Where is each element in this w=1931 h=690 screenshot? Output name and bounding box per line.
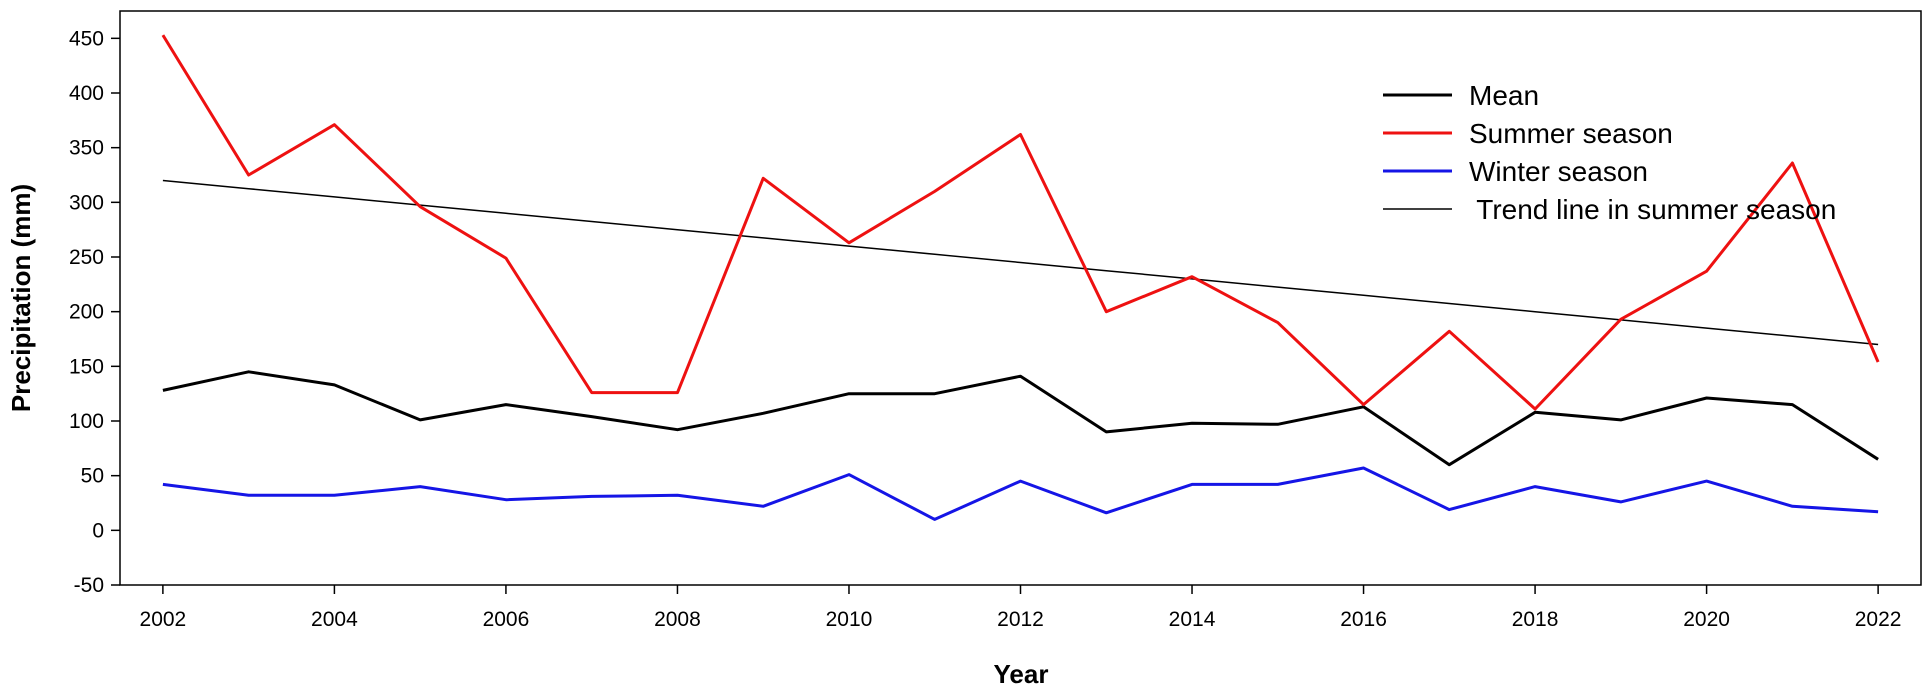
x-tick-label: 2010 [826,608,873,631]
y-tick-label: 50 [81,465,104,488]
x-tick-label: 2022 [1855,608,1902,631]
y-tick-label: 100 [69,410,104,433]
x-tick-label: 2008 [654,608,701,631]
y-axis: -50 0 50 100 150 200 250 300 350 400 450 [69,27,120,597]
y-tick-label: 400 [69,82,104,105]
x-tick-label: 2018 [1512,608,1559,631]
series-line-trend-line-in-summer-season [162,179,1879,346]
y-tick-label: 250 [69,246,104,269]
x-tick-label: 2020 [1683,608,1730,631]
legend: Mean Summer season Winter season Trend lin… [1383,80,1836,225]
x-tick-label: 2002 [140,608,187,631]
x-axis: 2002 2004 2006 2008 2010 2012 2014 2016 2018 2020… [140,585,1902,631]
x-axis-title: Year [994,659,1049,689]
legend-label-trend-line-in-summer-season: Trend line in summer season [1469,194,1836,225]
x-tick-label: 2016 [1340,608,1387,631]
y-tick-label: 200 [69,301,104,324]
y-tick-label: 0 [92,519,104,542]
x-tick-label: 2006 [483,608,530,631]
series-line-mean [162,370,1879,467]
y-tick-label: 450 [69,27,104,50]
y-tick-label: 150 [69,355,104,378]
y-tick-label: -50 [74,574,104,597]
y-tick-label: 350 [69,137,104,160]
series-line-summer-season [161,34,1880,411]
legend-label-mean: Mean [1469,80,1539,111]
x-tick-label: 2004 [311,608,358,631]
series-line-winter-season [162,466,1879,521]
x-tick-label: 2012 [997,608,1044,631]
y-tick-label: 300 [69,191,104,214]
series-layer [161,34,1880,521]
legend-label-winter-season: Winter season [1469,156,1648,187]
legend-label-summer-season: Summer season [1469,118,1673,149]
x-tick-label: 2014 [1169,608,1216,631]
plot-frame [119,10,1922,586]
y-axis-title: Precipitation (mm) [6,184,36,412]
